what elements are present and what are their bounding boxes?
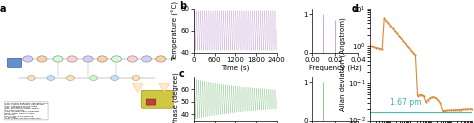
Circle shape	[37, 56, 47, 62]
Circle shape	[53, 56, 63, 62]
Circle shape	[132, 76, 140, 80]
Text: CSO: atomic frequency standard clock
SHG: second harmonic optical fiber
AOS: adv: CSO: atomic frequency standard clock SHG…	[5, 102, 47, 119]
Circle shape	[111, 56, 121, 62]
Y-axis label: Temperature (°C): Temperature (°C)	[172, 1, 179, 61]
Y-axis label: Allan deviation (Angstrom): Allan deviation (Angstrom)	[340, 18, 346, 111]
X-axis label: Frequency (Hz): Frequency (Hz)	[309, 64, 361, 71]
Text: c: c	[179, 69, 185, 79]
Circle shape	[142, 56, 152, 62]
Circle shape	[111, 76, 118, 80]
Text: b: b	[179, 1, 186, 11]
Circle shape	[128, 56, 137, 62]
Circle shape	[27, 76, 35, 80]
Text: d: d	[351, 4, 358, 14]
Circle shape	[47, 76, 55, 80]
Text: a: a	[0, 4, 6, 14]
Circle shape	[156, 56, 166, 62]
Circle shape	[90, 76, 97, 80]
Polygon shape	[132, 84, 143, 92]
FancyBboxPatch shape	[146, 99, 156, 105]
FancyBboxPatch shape	[8, 58, 22, 67]
Circle shape	[23, 56, 33, 62]
FancyBboxPatch shape	[141, 90, 173, 108]
X-axis label: Time (s): Time (s)	[221, 64, 249, 71]
Circle shape	[83, 56, 93, 62]
Text: 1.67 pm: 1.67 pm	[390, 98, 421, 107]
Y-axis label: Phase (degree): Phase (degree)	[173, 72, 179, 123]
Circle shape	[67, 56, 77, 62]
Circle shape	[97, 56, 107, 62]
Polygon shape	[159, 84, 170, 92]
Circle shape	[66, 76, 74, 80]
